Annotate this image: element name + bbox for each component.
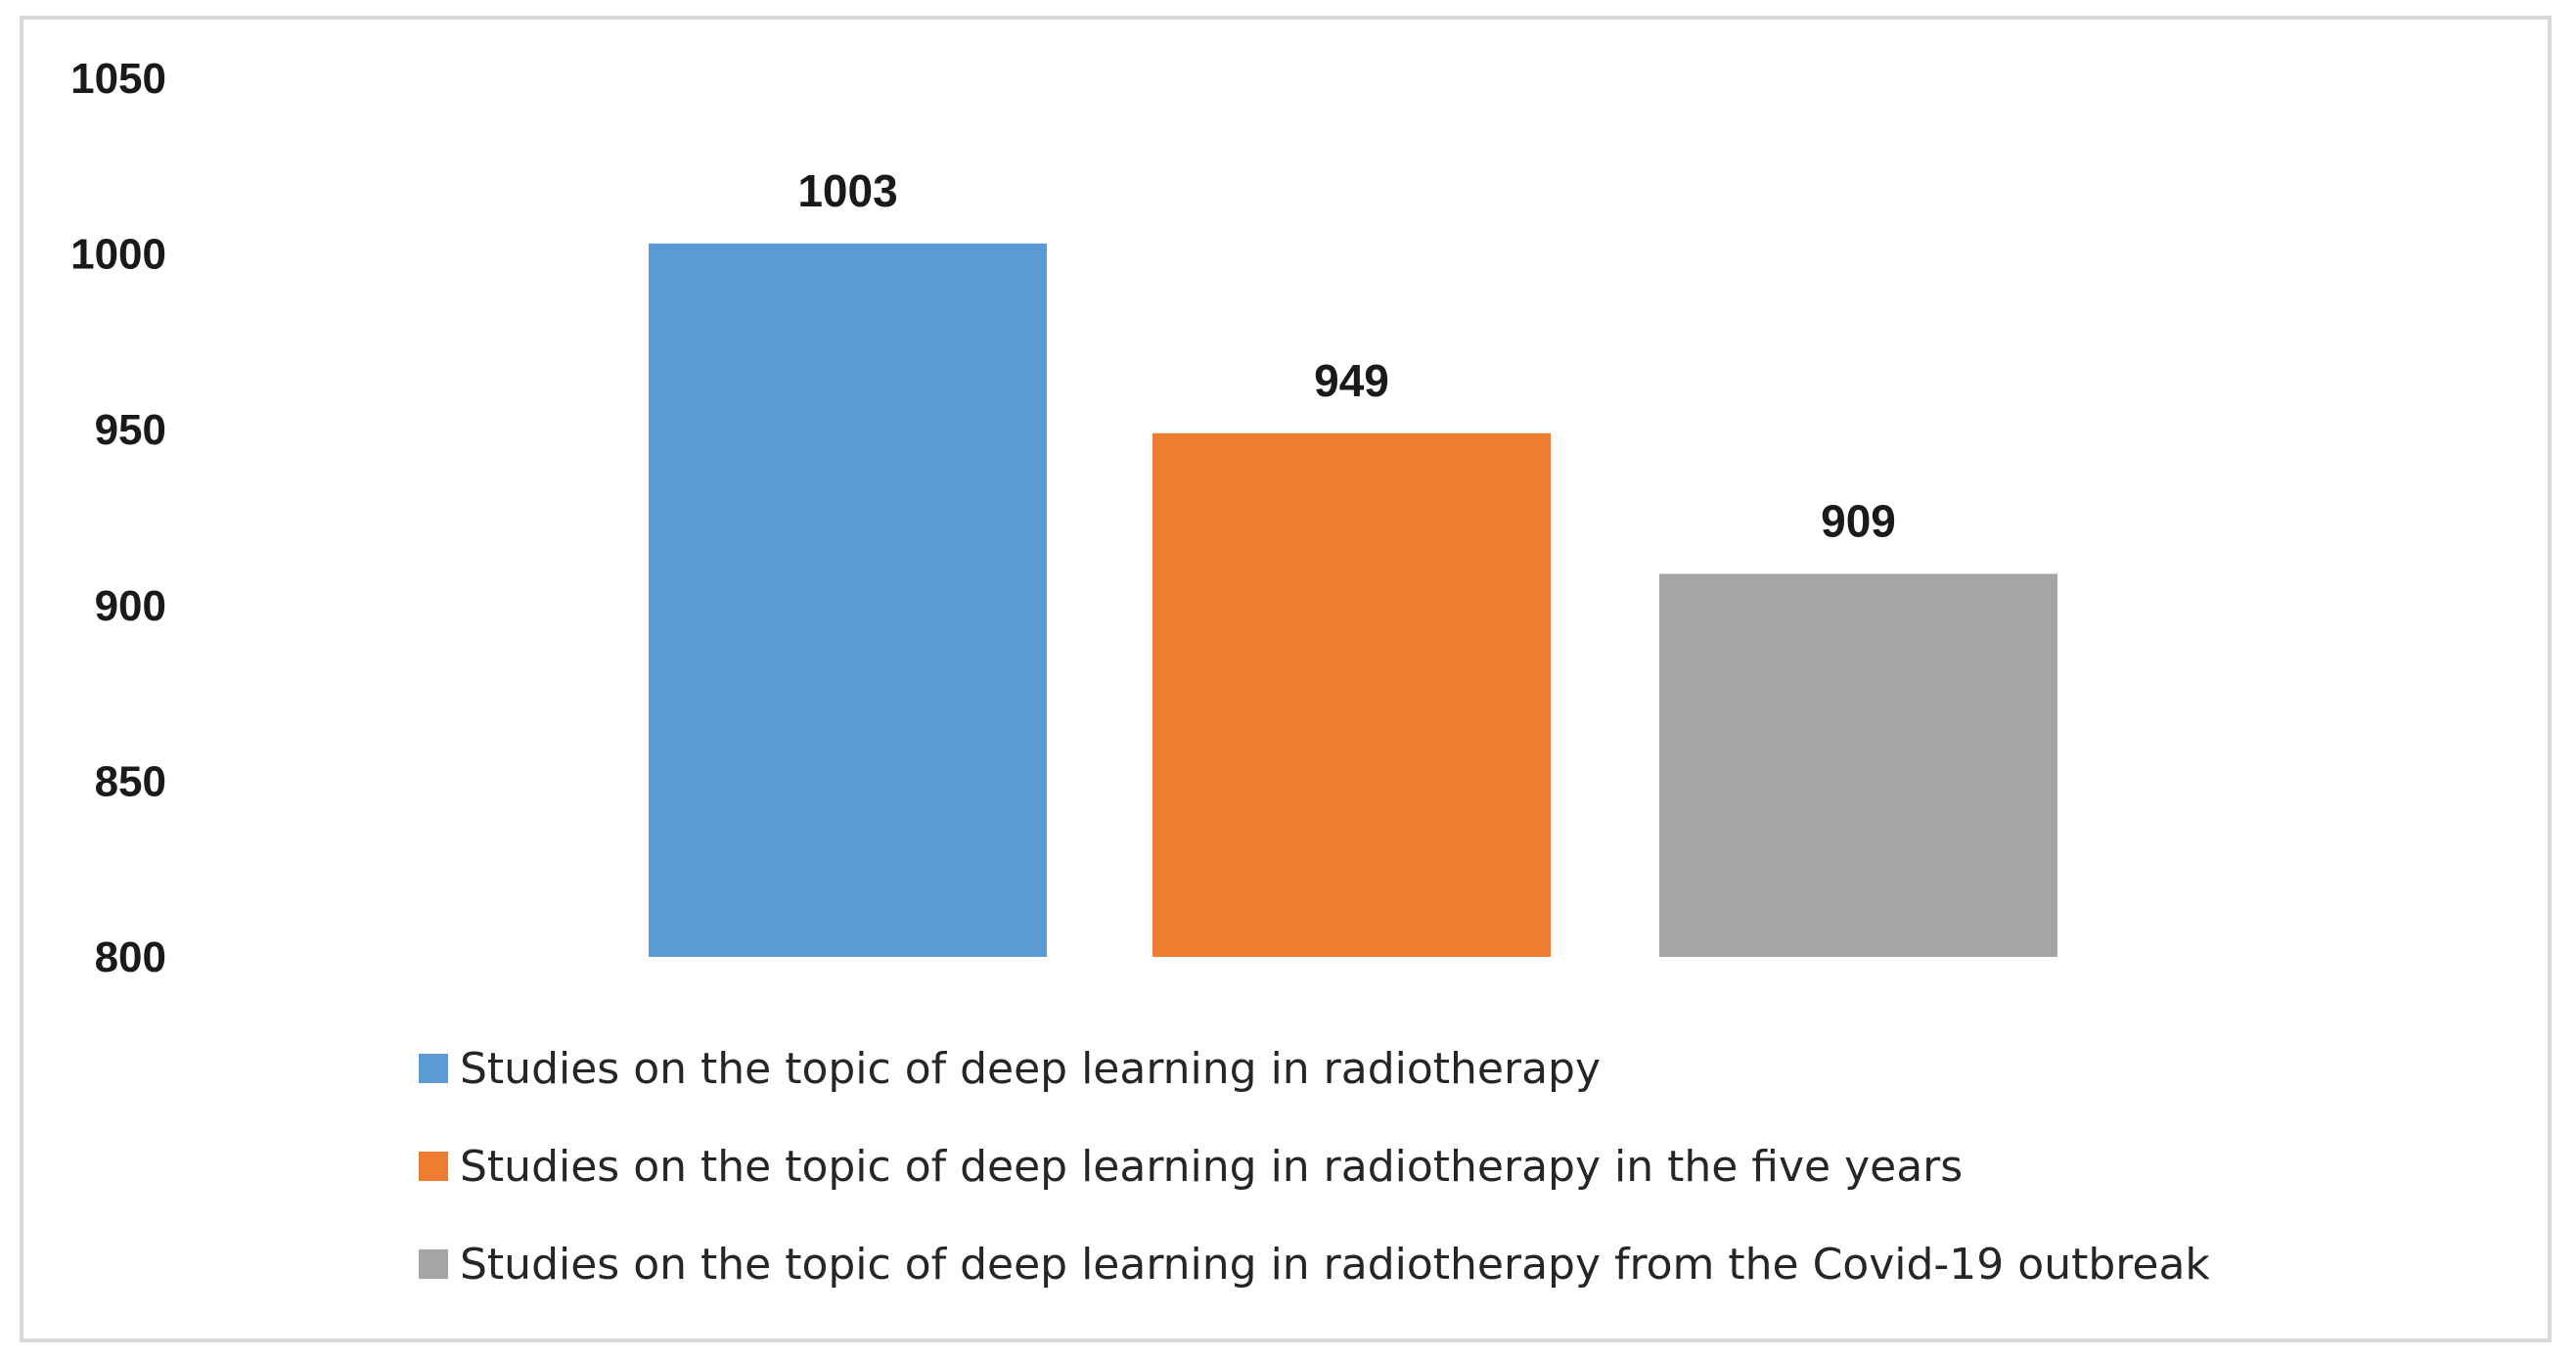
legend-label-2: Studies on the topic of deep learning in… bbox=[460, 1142, 1963, 1192]
y-axis-ticks: 800 850 900 950 1000 1050 bbox=[70, 55, 166, 981]
bar-series-3 bbox=[1659, 573, 2057, 957]
legend-swatch-3 bbox=[419, 1249, 448, 1279]
legend-swatch-2 bbox=[419, 1152, 448, 1181]
y-tick-label: 950 bbox=[95, 406, 166, 454]
y-tick-label: 1050 bbox=[70, 55, 166, 103]
data-labels: 1003 949 909 bbox=[797, 165, 1896, 547]
y-tick-label: 900 bbox=[95, 582, 166, 630]
data-label: 909 bbox=[1821, 495, 1896, 546]
legend: Studies on the topic of deep learning in… bbox=[419, 1044, 2210, 1290]
y-tick-label: 1000 bbox=[70, 231, 166, 279]
bar-series-2 bbox=[1152, 432, 1551, 957]
data-label: 1003 bbox=[797, 165, 897, 216]
legend-swatch-1 bbox=[419, 1054, 448, 1083]
y-tick-label: 800 bbox=[95, 933, 166, 981]
y-tick-label: 850 bbox=[95, 757, 166, 805]
legend-label-3: Studies on the topic of deep learning in… bbox=[460, 1240, 2210, 1290]
data-label: 949 bbox=[1314, 355, 1389, 406]
bars bbox=[649, 243, 2057, 958]
bar-series-1 bbox=[649, 243, 1047, 958]
legend-label-1: Studies on the topic of deep learning in… bbox=[460, 1044, 1601, 1094]
